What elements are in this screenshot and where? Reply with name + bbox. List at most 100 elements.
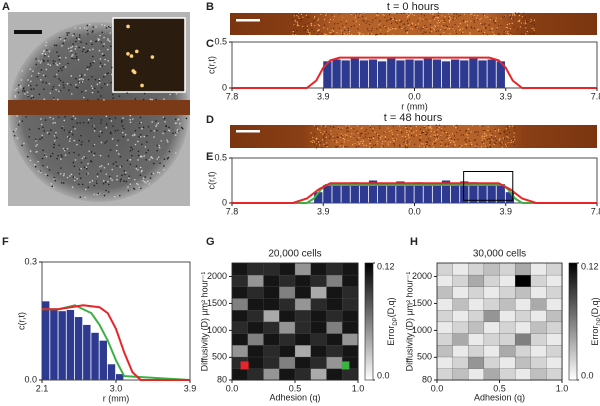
speckle: [354, 17, 356, 19]
cell-dot: [99, 130, 102, 133]
cell-dot: [87, 172, 89, 175]
speckle: [420, 29, 422, 31]
speckle: [440, 128, 443, 130]
cell-dot: [87, 162, 89, 165]
cell-dot: [91, 91, 94, 94]
bar: [432, 59, 442, 88]
speckle: [533, 26, 536, 28]
cell-dot: [27, 84, 30, 87]
speckle: [469, 33, 471, 35]
cell-dot: [78, 168, 81, 171]
speckle: [314, 144, 316, 146]
cell-dot: [52, 117, 55, 120]
speckle: [344, 145, 346, 148]
speckle: [383, 132, 385, 134]
speckle: [392, 34, 394, 36]
speckle: [484, 145, 487, 147]
speckle: [455, 127, 457, 129]
speckle: [415, 24, 417, 26]
cell-dot: [78, 34, 81, 36]
speckle: [433, 16, 435, 18]
speckle: [317, 24, 319, 26]
heat-cell: [546, 262, 563, 276]
speckle: [480, 17, 482, 19]
heat-cell: [294, 309, 312, 323]
model-line: [232, 184, 597, 204]
micrograph: [8, 12, 190, 206]
cell-dot: [148, 183, 151, 185]
model-line: [232, 182, 597, 204]
speckle: [342, 135, 344, 137]
speckle: [509, 28, 511, 30]
speckle: [526, 30, 528, 33]
cell-dot: [54, 140, 56, 142]
speckle: [505, 128, 507, 130]
heat-cell: [468, 368, 485, 381]
speckle: [494, 128, 496, 130]
cell-dot: [83, 156, 85, 158]
speckle: [502, 137, 505, 139]
speckle: [388, 14, 391, 16]
cell-dot: [74, 48, 77, 50]
speckle: [367, 132, 369, 134]
cell-dot: [139, 166, 142, 169]
cell-dot: [42, 52, 44, 55]
cell-dot: [116, 175, 118, 177]
speckle: [392, 135, 394, 137]
cell-dot: [110, 120, 113, 122]
speckle: [437, 14, 439, 17]
speckle: [423, 127, 425, 129]
cell-dot: [100, 164, 103, 167]
speckle: [387, 27, 389, 29]
speckle: [350, 136, 352, 138]
speckle: [514, 12, 516, 14]
speckle: [312, 20, 314, 22]
cell-dot: [17, 123, 20, 126]
cell-dot: [46, 166, 49, 168]
cell-dot: [70, 130, 73, 133]
cell-dot: [29, 68, 32, 70]
speckle: [477, 134, 479, 136]
bar: [487, 185, 496, 203]
speckle: [401, 131, 403, 133]
speckle: [382, 14, 384, 16]
speckle: [512, 139, 514, 142]
cell-dot: [80, 41, 82, 43]
cell-dot: [119, 180, 122, 182]
cell-dot: [32, 70, 34, 72]
x-tick-label: 0.5: [493, 383, 506, 393]
cell-dot: [52, 97, 55, 99]
cell-dot: [143, 155, 145, 157]
speckle: [362, 19, 364, 21]
speckle: [385, 27, 387, 29]
x-tick-label: 0.0: [226, 383, 239, 393]
speckle: [321, 146, 323, 148]
heat-cell: [247, 274, 265, 287]
speckle: [502, 16, 504, 19]
cell-dot: [60, 154, 63, 156]
colorbar-label-part: Error: [590, 326, 600, 346]
cell-dot: [107, 155, 110, 157]
cell-dot: [87, 186, 90, 188]
speckle: [411, 24, 413, 27]
speckle: [320, 13, 322, 16]
cell-dot: [90, 40, 92, 42]
speckle: [486, 138, 489, 141]
speckle: [454, 30, 456, 32]
speckle: [510, 141, 512, 144]
cell-dot: [45, 155, 48, 158]
speckle: [476, 17, 478, 19]
y-axis-label: Diffusivity (D) µm² hour⁻¹: [404, 272, 414, 372]
speckle: [531, 27, 533, 30]
speckle: [521, 16, 523, 18]
cell-dot: [59, 56, 61, 59]
x-tick-label: 0.0: [431, 383, 444, 393]
cell-dot: [145, 159, 148, 161]
speckle: [433, 141, 435, 143]
speckle: [462, 134, 465, 136]
cell-dot: [28, 128, 31, 131]
speckle: [525, 33, 527, 35]
cell-dot: [63, 119, 66, 122]
cell-dot: [93, 154, 95, 157]
speckle: [419, 139, 422, 141]
